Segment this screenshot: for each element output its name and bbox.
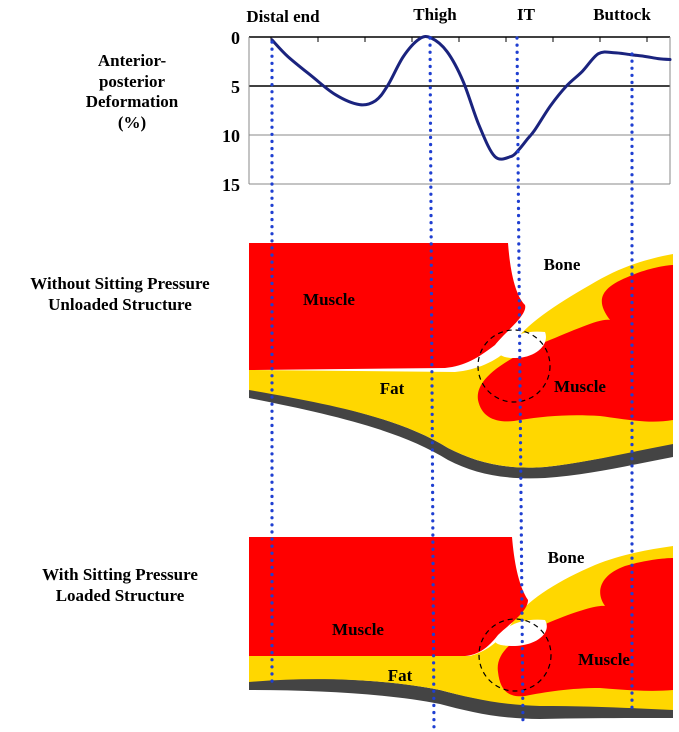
label-distal-end: Distal end: [246, 7, 320, 26]
loaded-label-bone: Bone: [548, 548, 585, 567]
loaded-label-fat: Fat: [388, 666, 413, 685]
unloaded-muscle-right: [477, 265, 673, 422]
unloaded-structure-panel: Muscle Muscle Fat Bone: [249, 243, 673, 479]
loaded-label-muscle-left: Muscle: [332, 620, 384, 639]
y-tick-10: 10: [222, 126, 240, 146]
y-axis-label: Anterior- posterior Deformation (%): [44, 51, 220, 134]
loaded-caption: With Sitting Pressure Loaded Structure: [2, 565, 238, 606]
guide-line-it: [515, 36, 525, 727]
unloaded-muscle-left: [249, 243, 526, 370]
loaded-focus-circle: [478, 618, 552, 692]
guide-lines: [270, 36, 634, 732]
unloaded-caption-line1: Without Sitting Pressure: [30, 274, 210, 293]
deformation-curve: [270, 35, 672, 161]
unloaded-bone-notch: [498, 331, 546, 358]
unloaded-caption-line2: Unloaded Structure: [48, 294, 192, 314]
loaded-bone-notch: [495, 619, 547, 646]
y-axis-label-line4: (%): [117, 113, 147, 133]
y-tick-5: 5: [231, 77, 240, 97]
label-buttock: Buttock: [593, 5, 651, 24]
label-it: IT: [517, 5, 536, 24]
y-tick-0: 0: [231, 28, 240, 48]
unloaded-focus-circle: [477, 329, 551, 403]
y-axis-label-line1: Anterior-: [97, 51, 167, 70]
loaded-caption-line1: With Sitting Pressure: [42, 565, 198, 584]
unloaded-caption: Without Sitting Pressure Unloaded Struct…: [2, 274, 238, 315]
label-thigh: Thigh: [413, 5, 457, 24]
loaded-muscle-right: [497, 558, 673, 697]
loaded-structure-panel: Muscle Muscle Fat Bone: [249, 537, 673, 725]
deformation-chart: 0 5 10 15: [222, 28, 672, 195]
loaded-label-muscle-right: Muscle: [578, 650, 630, 669]
loaded-skin-layer: [249, 678, 673, 719]
y-axis-label-line3: Deformation: [85, 92, 179, 112]
y-tick-15: 15: [222, 175, 240, 195]
loaded-muscle-left: [249, 537, 528, 656]
loaded-caption-line2: Loaded Structure: [55, 585, 185, 605]
unloaded-label-muscle-right: Muscle: [554, 377, 606, 396]
guide-line-thigh: [428, 36, 436, 732]
unloaded-label-fat: Fat: [380, 379, 405, 398]
y-axis-label-line2: posterior: [98, 71, 166, 91]
unloaded-label-muscle-left: Muscle: [303, 290, 355, 309]
unloaded-label-bone: Bone: [544, 255, 581, 274]
